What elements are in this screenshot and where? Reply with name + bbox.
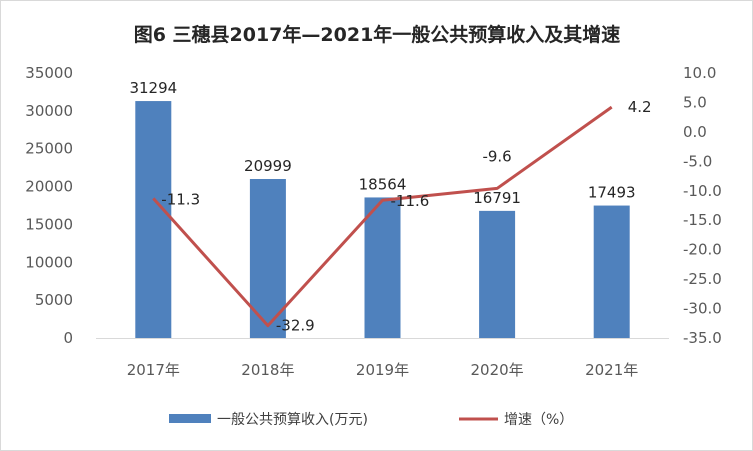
bar-value-label: 17493 [588,184,636,202]
x-tick-label: 2017年 [127,361,180,379]
bar-series [135,101,630,338]
x-tick-label: 2018年 [241,361,294,379]
legend: 一般公共预算收入(万元) 增速（%） [169,412,573,428]
bar [479,210,516,338]
right-tick-label: 5.0 [683,93,707,111]
right-axis: 10.0 5.0 0.0 -5.0 -10.0 -15.0 -20.0 -25.0 -30.0 -… [683,64,722,347]
bar-value-label: 18564 [359,175,407,193]
bar [135,101,172,338]
left-tick-label: 0 [63,329,73,347]
left-tick-label: 30000 [25,102,73,120]
right-tick-label: -10.0 [683,182,722,200]
bar [249,179,286,338]
line-value-label: 4.2 [628,98,652,116]
right-tick-label: -30.0 [683,300,722,318]
left-tick-label: 35000 [25,64,73,82]
right-tick-label: 0.0 [683,123,707,141]
right-tick-label: 10.0 [683,64,716,82]
legend-swatch-bar [169,414,211,423]
right-tick-label: -25.0 [683,270,722,288]
x-axis: 2017年 2018年 2019年 2020年 2021年 [96,338,669,379]
line-value-label: -32.9 [276,317,315,335]
line-series [152,105,613,328]
left-tick-label: 10000 [25,253,73,271]
legend-label-line: 增速（%） [504,412,573,428]
chart-title: 图6 三穗县2017年—2021年一般公共预算收入及其增速 [134,23,621,46]
bar [364,197,401,338]
line-value-label: -11.6 [391,192,430,210]
x-tick-label: 2021年 [585,361,638,379]
line-value-label: -11.3 [161,190,200,208]
right-tick-label: -5.0 [683,152,712,170]
left-axis: 0 5000 10000 15000 20000 25000 30000 35000 [25,64,73,347]
bar-value-label: 20999 [244,157,292,175]
right-tick-label: -35.0 [683,329,722,347]
left-tick-label: 5000 [35,291,73,309]
x-tick-label: 2020年 [471,361,524,379]
left-tick-label: 25000 [25,140,73,158]
x-tick-label: 2019年 [356,361,409,379]
right-tick-label: -15.0 [683,211,722,229]
growth-line [152,105,613,328]
left-tick-label: 15000 [25,215,73,233]
bar-value-label: 31294 [129,79,177,97]
data-labels: 31294 20999 18564 16791 17493 -11.3 -32.9 -11.6… [129,79,651,335]
bar [593,205,630,338]
legend-label-bar: 一般公共预算收入(万元) [217,412,368,428]
bar-value-label: 16791 [473,189,521,207]
left-tick-label: 20000 [25,178,73,196]
right-tick-label: -20.0 [683,241,722,259]
line-value-label: -9.6 [482,147,511,165]
